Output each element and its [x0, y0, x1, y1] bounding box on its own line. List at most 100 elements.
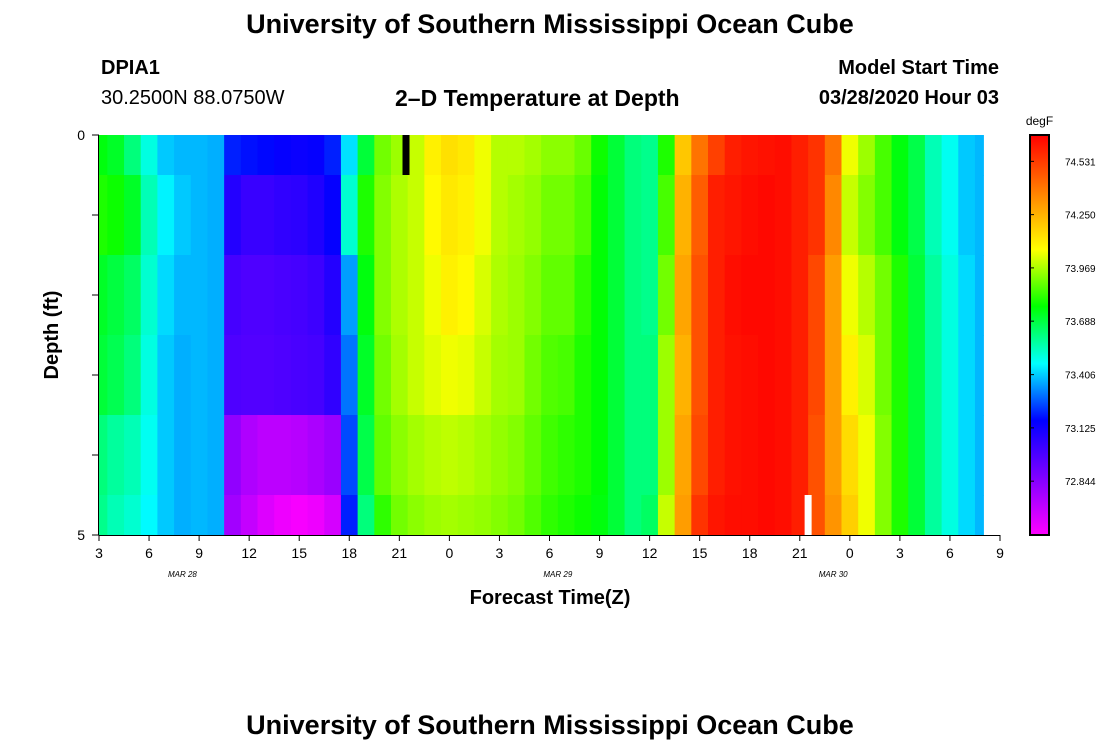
heatmap-cell — [974, 335, 984, 416]
heatmap-cell — [240, 135, 259, 176]
heatmap-cell — [557, 255, 576, 336]
heatmap-cell — [524, 255, 542, 336]
heatmap-cell — [340, 415, 359, 496]
heatmap-cell — [340, 175, 359, 256]
heatmap-cell — [357, 255, 375, 336]
heatmap-cell — [908, 255, 926, 336]
colorbar-tick-label: 74.250 — [1065, 211, 1096, 222]
heatmap-cell — [858, 135, 876, 176]
heatmap-cell — [174, 135, 192, 176]
heatmap-cell — [774, 255, 793, 336]
heatmap-cell — [457, 495, 476, 536]
heatmap-cell — [207, 135, 225, 176]
date-label: MAR 28 — [168, 570, 197, 579]
heatmap-cell — [307, 335, 325, 416]
heatmap-cell — [157, 135, 175, 176]
heatmap-cell — [724, 255, 742, 336]
heatmap-cell — [541, 135, 559, 176]
heatmap-cell — [424, 415, 442, 496]
heatmap-cell — [924, 175, 943, 256]
heatmap-cell — [374, 415, 392, 496]
heatmap-cell — [858, 175, 876, 256]
heatmap-cell — [474, 175, 492, 256]
heatmap-cell — [257, 335, 275, 416]
heatmap-cell — [941, 335, 959, 416]
heatmap-cell — [924, 495, 943, 536]
heatmap-cell — [824, 135, 843, 176]
date-label: MAR 29 — [543, 570, 572, 579]
heatmap-cell — [624, 175, 642, 256]
heatmap-cell — [874, 495, 893, 536]
heatmap-cell — [541, 335, 559, 416]
heatmap-cell — [891, 255, 909, 336]
heatmap-cell — [958, 255, 976, 336]
heatmap-cell — [574, 495, 592, 536]
heatmap-cell — [524, 335, 542, 416]
heatmap-cell — [691, 175, 709, 256]
heatmap-cell — [107, 255, 125, 336]
heatmap-cell — [441, 175, 459, 256]
heatmap-cell — [591, 175, 609, 256]
heatmap-cell — [507, 135, 526, 176]
heatmap-cell — [657, 495, 676, 536]
heatmap-cell — [941, 175, 959, 256]
heatmap-cell — [908, 495, 926, 536]
heatmap-cell — [290, 135, 309, 176]
heatmap-cell — [841, 255, 859, 336]
x-tick-label: 9 — [996, 545, 1004, 561]
heatmap-cell — [874, 415, 893, 496]
heatmap-cell — [874, 175, 893, 256]
heatmap-cell — [908, 415, 926, 496]
heatmap-cell — [124, 335, 142, 416]
heatmap-cell — [290, 495, 309, 536]
heatmap-cell — [457, 415, 476, 496]
heatmap-cell — [741, 255, 759, 336]
heatmap-cell — [741, 335, 759, 416]
heatmap-cell — [974, 255, 984, 336]
heatmap-cell — [257, 175, 275, 256]
heatmap-cell — [424, 495, 442, 536]
x-axis-title: Forecast Time(Z) — [470, 587, 631, 609]
heatmap-cell — [924, 335, 943, 416]
heatmap-cell — [140, 335, 158, 416]
heatmap-cell — [841, 415, 859, 496]
heatmap-cell — [941, 495, 959, 536]
heatmap-cell — [858, 255, 876, 336]
heatmap-cell — [808, 135, 826, 176]
heatmap-cell — [190, 335, 209, 416]
heatmap-cell — [741, 135, 759, 176]
heatmap-cell — [607, 175, 626, 256]
heatmap-cell — [774, 175, 793, 256]
time-marker — [402, 135, 410, 175]
heatmap-cell — [974, 135, 984, 176]
heatmap-cell — [624, 335, 642, 416]
heatmap-cell — [824, 495, 843, 536]
heatmap-cell — [874, 135, 893, 176]
heatmap-cell — [808, 175, 826, 256]
heatmap-cell — [774, 415, 793, 496]
heatmap-cell — [507, 255, 526, 336]
heatmap-cell — [808, 335, 826, 416]
heatmap-cell — [591, 335, 609, 416]
heatmap-cell — [657, 415, 676, 496]
heatmap-cell — [791, 415, 809, 496]
heatmap-cell — [324, 135, 342, 176]
heatmap-cell — [841, 495, 859, 536]
heatmap-cell — [841, 135, 859, 176]
heatmap-cell — [491, 415, 509, 496]
heatmap-cell — [724, 415, 742, 496]
heatmap-cell — [557, 335, 576, 416]
heatmap-cell — [474, 255, 492, 336]
heatmap-cell — [207, 175, 225, 256]
heatmap-cell — [791, 335, 809, 416]
heatmap-cell — [224, 335, 242, 416]
heatmap-cell — [491, 135, 509, 176]
heatmap-cell — [290, 175, 309, 256]
heatmap-cell — [99, 335, 108, 416]
heatmap-cell — [99, 135, 108, 176]
heatmap-cell — [708, 495, 726, 536]
heatmap-cell — [657, 255, 676, 336]
heatmap-cell — [491, 255, 509, 336]
heatmap-cell — [591, 135, 609, 176]
